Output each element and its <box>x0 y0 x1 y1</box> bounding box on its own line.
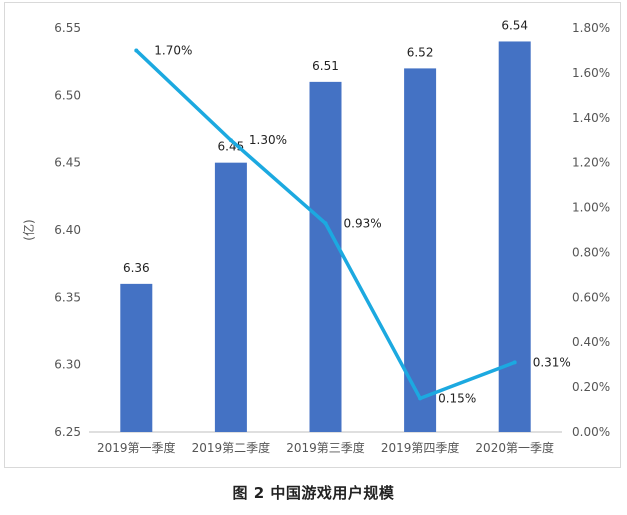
y2-tick-label: 0.60% <box>572 290 610 304</box>
line-value-label: 1.30% <box>249 133 287 147</box>
y2-tick-label: 1.60% <box>572 66 610 80</box>
bar <box>498 41 531 432</box>
y-tick-label: 6.55 <box>54 21 81 35</box>
y2-tick-label: 0.00% <box>572 425 610 439</box>
line-value-label: 0.31% <box>533 355 571 369</box>
bar <box>404 68 437 433</box>
y2-tick-label: 1.80% <box>572 21 610 35</box>
bar <box>309 81 342 432</box>
bar <box>120 283 153 432</box>
chart-svg: 6.256.306.356.406.456.506.550.00%0.20%0.… <box>21 18 610 455</box>
bar-value-label: 6.45 <box>218 140 245 154</box>
x-category-label: 2020第一季度 <box>475 440 554 455</box>
chart-frame: 6.25 6.30 6.35 6.40 6.45 6.50 6.55 0.00% 0.20% 0.… <box>4 2 621 468</box>
line-point <box>228 138 233 143</box>
y-tick-label: 6.25 <box>54 425 81 439</box>
x-category-label: 2019第四季度 <box>381 440 460 455</box>
y-tick-label: 6.50 <box>54 88 81 102</box>
bar-value-label: 6.36 <box>123 261 150 275</box>
bar-value-label: 6.52 <box>407 45 434 59</box>
y2-tick-label: 1.20% <box>572 156 610 170</box>
y-tick-label: 6.30 <box>54 358 81 372</box>
line-value-label: 1.70% <box>154 43 192 57</box>
y2-tick-label: 0.20% <box>572 380 610 394</box>
x-category-label: 2019第一季度 <box>97 440 176 455</box>
line-point <box>512 360 517 365</box>
y-tick-label: 6.40 <box>54 223 81 237</box>
y-tick-label: 6.45 <box>54 156 81 170</box>
y-tick-label: 6.35 <box>54 290 81 304</box>
y2-tick-label: 1.00% <box>572 201 610 215</box>
y2-tick-label: 0.40% <box>572 335 610 349</box>
bar-value-label: 6.54 <box>501 18 528 32</box>
line-value-label: 0.15% <box>438 391 476 405</box>
x-category-label: 2019第三季度 <box>286 440 365 455</box>
bar <box>214 162 247 432</box>
y2-tick-label: 1.40% <box>572 111 610 125</box>
line-point <box>323 221 328 226</box>
line-value-label: 0.93% <box>344 216 382 230</box>
y-axis-label: (亿) <box>21 219 36 240</box>
bar-value-label: 6.51 <box>312 59 339 73</box>
line-point <box>134 48 139 53</box>
x-category-label: 2019第二季度 <box>192 440 271 455</box>
figure-caption: 图 2 中国游戏用户规模 <box>232 484 395 502</box>
line-point <box>418 396 423 401</box>
y2-tick-label: 0.80% <box>572 245 610 259</box>
